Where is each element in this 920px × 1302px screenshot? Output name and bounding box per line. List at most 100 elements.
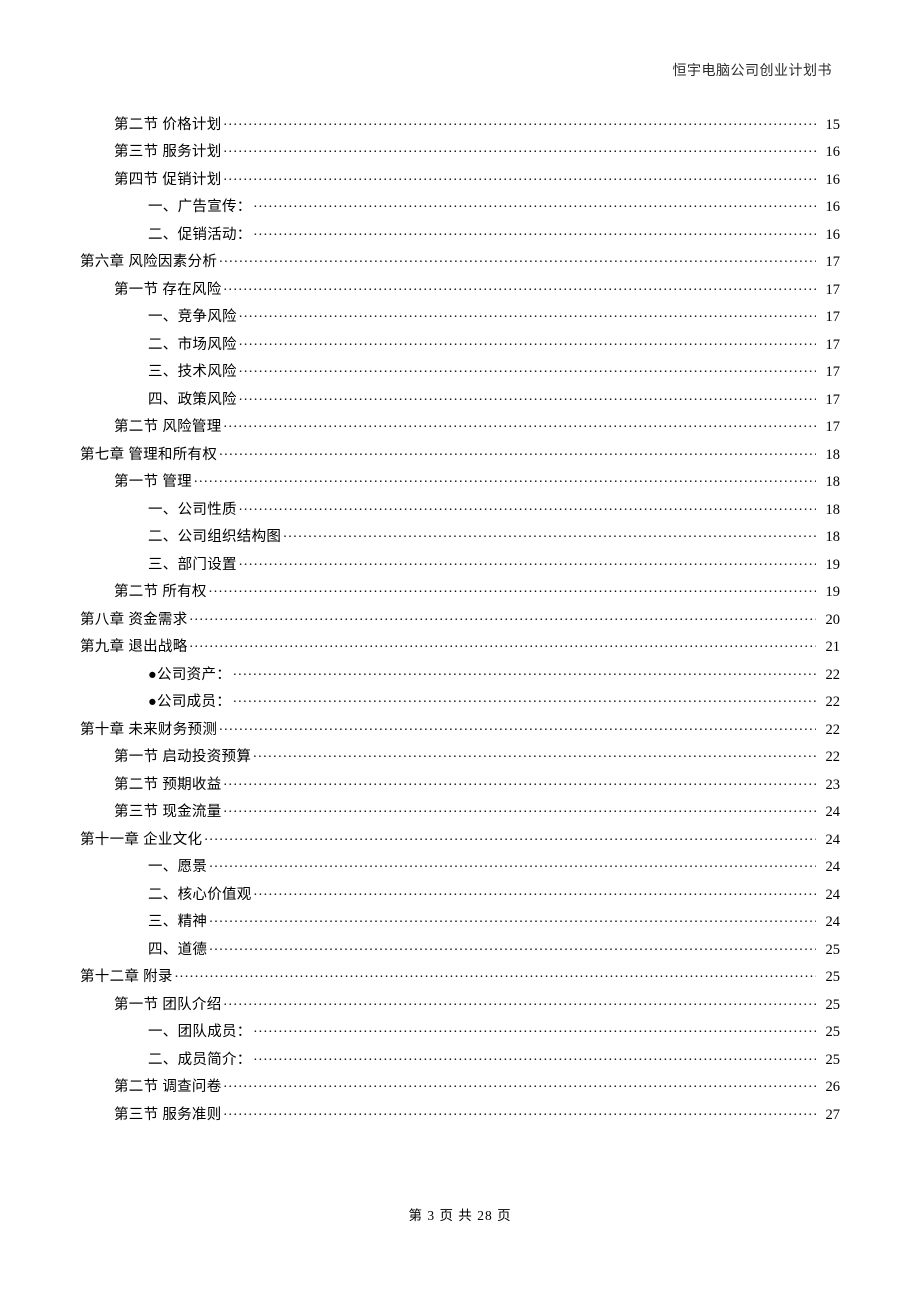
toc-leader-dots bbox=[224, 994, 816, 1009]
table-of-contents: 第二节 价格计划15第三节 服务计划16第四节 促销计划16一、广告宣传：16二… bbox=[80, 114, 840, 1122]
toc-entry-page: 17 bbox=[818, 365, 840, 380]
toc-leader-dots bbox=[254, 884, 816, 899]
toc-entry-label: 第十章 未来财务预测 bbox=[80, 723, 217, 738]
toc-leader-dots bbox=[233, 692, 816, 707]
footer-suffix: 页 bbox=[497, 1208, 512, 1223]
toc-leader-dots bbox=[204, 829, 816, 844]
toc-entry-page: 16 bbox=[818, 173, 840, 188]
toc-entry: ●公司成员： 22 bbox=[80, 692, 840, 710]
footer-current-page: 3 bbox=[427, 1208, 435, 1223]
toc-entry-page: 22 bbox=[818, 723, 840, 738]
toc-entry: 第四节 促销计划 16 bbox=[80, 169, 840, 187]
footer-prefix: 第 bbox=[408, 1208, 423, 1223]
toc-entry-page: 17 bbox=[818, 338, 840, 353]
toc-entry-label: 第二节 预期收益 bbox=[114, 778, 222, 793]
toc-entry-page: 26 bbox=[818, 1080, 840, 1095]
toc-leader-dots bbox=[219, 444, 816, 459]
toc-entry-page: 27 bbox=[818, 1108, 840, 1123]
toc-entry-page: 19 bbox=[818, 558, 840, 573]
toc-entry: 第三节 现金流量24 bbox=[80, 802, 840, 820]
toc-leader-dots bbox=[224, 169, 816, 184]
toc-entry-label: 四、政策风险 bbox=[148, 393, 237, 408]
toc-entry-page: 22 bbox=[818, 695, 840, 710]
toc-entry: 第一节 团队介绍 25 bbox=[80, 994, 840, 1012]
toc-leader-dots bbox=[224, 1104, 816, 1119]
toc-entry: 第十二章 附录25 bbox=[80, 967, 840, 985]
toc-entry-page: 17 bbox=[818, 393, 840, 408]
toc-entry-page: 16 bbox=[818, 145, 840, 160]
toc-leader-dots bbox=[254, 224, 816, 239]
toc-entry-label: 第二节 调查问卷 bbox=[114, 1080, 222, 1095]
toc-entry-page: 25 bbox=[818, 970, 840, 985]
toc-leader-dots bbox=[224, 417, 816, 432]
toc-leader-dots bbox=[224, 142, 816, 157]
toc-entry: 二、促销活动：16 bbox=[80, 224, 840, 242]
toc-entry: 第二节 所有权19 bbox=[80, 582, 840, 600]
toc-entry-page: 25 bbox=[818, 1053, 840, 1068]
toc-leader-dots bbox=[224, 774, 816, 789]
footer-middle: 页 共 bbox=[439, 1208, 472, 1223]
toc-entry: 一、竞争风险17 bbox=[80, 307, 840, 325]
toc-entry-label: 第一节 管理 bbox=[114, 475, 192, 490]
toc-entry: 一、公司性质18 bbox=[80, 499, 840, 517]
toc-entry: 第十章 未来财务预测 22 bbox=[80, 719, 840, 737]
toc-entry: 一、广告宣传：16 bbox=[80, 197, 840, 215]
toc-entry-page: 22 bbox=[818, 668, 840, 683]
toc-entry-page: 15 bbox=[818, 118, 840, 133]
page-footer: 第 3 页 共 28 页 bbox=[0, 1204, 920, 1224]
footer-total-pages: 28 bbox=[477, 1208, 493, 1223]
toc-entry-page: 24 bbox=[818, 860, 840, 875]
toc-leader-dots bbox=[209, 857, 816, 872]
toc-entry: 二、市场风险17 bbox=[80, 334, 840, 352]
toc-entry-label: 第七章 管理和所有权 bbox=[80, 448, 217, 463]
toc-leader-dots bbox=[194, 472, 816, 487]
toc-entry-page: 24 bbox=[818, 888, 840, 903]
document-page: 恒宇电脑公司创业计划书 第二节 价格计划15第三节 服务计划16第四节 促销计划… bbox=[0, 0, 920, 1122]
toc-leader-dots bbox=[209, 939, 816, 954]
toc-entry: 二、成员简介： 25 bbox=[80, 1049, 840, 1067]
toc-entry-label: 第二节 风险管理 bbox=[114, 420, 222, 435]
toc-leader-dots bbox=[224, 114, 816, 129]
toc-entry: ●公司资产： 22 bbox=[80, 664, 840, 682]
toc-entry: 第一节 管理18 bbox=[80, 472, 840, 490]
toc-entry-page: 16 bbox=[818, 228, 840, 243]
toc-entry-label: 一、愿景 bbox=[148, 860, 207, 875]
toc-entry-page: 25 bbox=[818, 1025, 840, 1040]
toc-entry: 第十一章 企业文化24 bbox=[80, 829, 840, 847]
toc-entry-label: 第一节 存在风险 bbox=[114, 283, 222, 298]
toc-entry: 三、技术风险 17 bbox=[80, 362, 840, 380]
toc-entry-label: 二、成员简介： bbox=[148, 1053, 252, 1068]
toc-entry-label: 第一节 团队介绍 bbox=[114, 998, 222, 1013]
toc-entry-page: 16 bbox=[818, 200, 840, 215]
toc-leader-dots bbox=[224, 802, 816, 817]
toc-entry-label: 三、技术风险 bbox=[148, 365, 237, 380]
toc-entry-page: 23 bbox=[818, 778, 840, 793]
toc-entry: 第二节 调查问卷 26 bbox=[80, 1077, 840, 1095]
toc-entry-label: 四、道德 bbox=[148, 943, 207, 958]
toc-entry-label: 三、精神 bbox=[148, 915, 207, 930]
toc-entry: 二、核心价值观24 bbox=[80, 884, 840, 902]
toc-entry-label: 一、竞争风险 bbox=[148, 310, 237, 325]
toc-entry-label: 第六章 风险因素分析 bbox=[80, 255, 217, 270]
toc-entry-page: 22 bbox=[818, 750, 840, 765]
toc-entry: 三、部门设置19 bbox=[80, 554, 840, 572]
toc-leader-dots bbox=[239, 362, 816, 377]
toc-entry: 二、公司组织结构图18 bbox=[80, 527, 840, 545]
toc-entry: 一、团队成员：25 bbox=[80, 1022, 840, 1040]
toc-leader-dots bbox=[224, 1077, 816, 1092]
toc-entry-page: 24 bbox=[818, 833, 840, 848]
toc-leader-dots bbox=[239, 334, 816, 349]
toc-leader-dots bbox=[254, 1022, 816, 1037]
toc-entry: 四、道德 25 bbox=[80, 939, 840, 957]
toc-entry: 第七章 管理和所有权18 bbox=[80, 444, 840, 462]
toc-entry-page: 25 bbox=[818, 943, 840, 958]
toc-leader-dots bbox=[239, 554, 816, 569]
toc-entry-page: 25 bbox=[818, 998, 840, 1013]
toc-entry-label: ●公司资产： bbox=[148, 668, 231, 683]
toc-leader-dots bbox=[209, 582, 816, 597]
toc-entry: 三、精神24 bbox=[80, 912, 840, 930]
toc-leader-dots bbox=[190, 609, 816, 624]
toc-entry-label: 第九章 退出战略 bbox=[80, 640, 188, 655]
toc-entry-label: 第四节 促销计划 bbox=[114, 173, 222, 188]
toc-entry-label: ●公司成员： bbox=[148, 695, 231, 710]
